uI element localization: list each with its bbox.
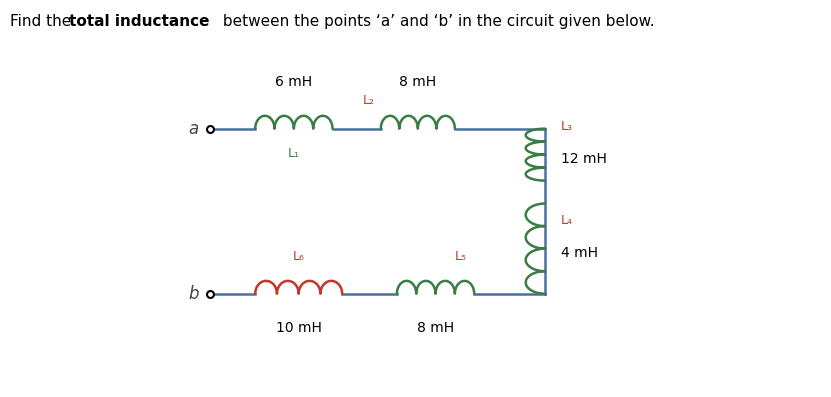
Text: L₅: L₅ [455, 250, 467, 263]
Text: 12 mH: 12 mH [561, 152, 607, 166]
Text: 6 mH: 6 mH [275, 75, 312, 89]
Text: L₄: L₄ [561, 214, 573, 227]
Text: 8 mH: 8 mH [399, 75, 436, 89]
Text: 10 mH: 10 mH [276, 321, 322, 335]
Text: 4 mH: 4 mH [561, 246, 598, 260]
Text: L₃: L₃ [561, 120, 573, 133]
Text: b: b [188, 285, 199, 303]
Text: total inductance: total inductance [69, 14, 209, 29]
Text: between the points ‘a’ and ‘b’ in the circuit given below.: between the points ‘a’ and ‘b’ in the ci… [218, 14, 654, 29]
Text: a: a [189, 119, 199, 138]
Text: L₂: L₂ [362, 94, 374, 107]
Text: L₁: L₁ [288, 147, 300, 160]
Text: Find the: Find the [10, 14, 76, 29]
Text: L₆: L₆ [293, 250, 305, 263]
Text: 8 mH: 8 mH [417, 321, 454, 335]
